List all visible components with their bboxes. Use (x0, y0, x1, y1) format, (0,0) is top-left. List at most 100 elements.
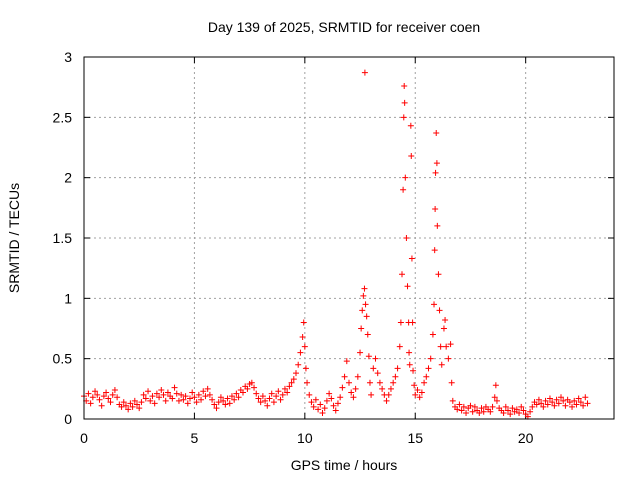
data-point (350, 394, 357, 401)
x-tick-label: 15 (407, 430, 423, 446)
data-point (406, 361, 413, 368)
data-point (300, 319, 307, 326)
data-point (432, 206, 439, 213)
data-point (489, 403, 496, 410)
data-point (385, 391, 392, 398)
data-point (412, 391, 419, 398)
data-point (275, 388, 282, 395)
data-point (409, 319, 416, 326)
data-point (551, 402, 558, 409)
data-point (400, 186, 407, 193)
data-point (445, 355, 452, 362)
data-point (339, 384, 346, 391)
data-point (209, 396, 216, 403)
data-point (248, 379, 255, 386)
data-point (407, 122, 414, 129)
data-point (458, 407, 465, 414)
data-point (158, 387, 165, 394)
x-tick-label: 10 (297, 430, 313, 446)
data-point (118, 403, 125, 410)
data-point (187, 395, 193, 402)
data-point (122, 402, 129, 409)
data-point (193, 399, 200, 406)
data-point (394, 365, 401, 372)
chart-title: Day 139 of 2025, SRMTID for receiver coe… (208, 19, 480, 35)
data-point (562, 402, 569, 409)
data-point (231, 396, 238, 403)
data-point (406, 349, 413, 356)
data-point (582, 394, 589, 401)
data-point (255, 395, 262, 402)
data-point (390, 379, 397, 386)
data-point (379, 385, 386, 392)
data-point (418, 389, 425, 396)
data-point (467, 402, 474, 409)
data-point (449, 397, 456, 404)
data-point (164, 389, 171, 396)
data-point (326, 390, 333, 397)
data-point (533, 401, 540, 408)
data-point (293, 370, 299, 377)
data-point (584, 400, 591, 407)
data-point (359, 307, 366, 314)
data-point (215, 399, 222, 406)
data-point (357, 349, 364, 356)
data-point (127, 400, 134, 407)
data-point (302, 365, 309, 372)
data-point (363, 313, 370, 320)
data-point (140, 391, 147, 398)
data-point (299, 333, 306, 340)
data-point (191, 394, 198, 401)
data-point (505, 407, 511, 414)
series-srmtid (81, 69, 591, 420)
data-point (354, 373, 361, 380)
data-point (109, 391, 116, 398)
data-point (297, 349, 304, 356)
data-point (476, 409, 483, 416)
data-point (129, 403, 136, 410)
data-point (365, 353, 372, 360)
data-point (535, 396, 542, 403)
grid-lines (84, 57, 614, 419)
data-point (284, 389, 291, 396)
data-point (226, 400, 233, 407)
data-point (401, 82, 408, 89)
data-point (368, 391, 375, 398)
data-point (134, 401, 140, 408)
data-point (544, 401, 551, 408)
data-point (435, 271, 442, 278)
data-point (401, 99, 408, 106)
data-point (361, 285, 368, 292)
data-point (279, 391, 286, 398)
data-point (288, 379, 295, 386)
data-point (416, 394, 423, 401)
data-point (147, 397, 154, 404)
data-point (295, 361, 302, 368)
x-tick-label: 5 (191, 430, 199, 446)
data-point (253, 390, 260, 397)
y-tick-label: 2 (64, 170, 72, 186)
data-point (330, 402, 337, 409)
data-point (447, 341, 454, 348)
data-point (370, 365, 377, 372)
data-point (270, 399, 277, 406)
data-point (553, 396, 560, 403)
data-point (400, 114, 407, 121)
y-tick-label: 3 (64, 49, 72, 65)
data-point (463, 409, 470, 416)
data-point (471, 403, 478, 410)
data-point (217, 394, 224, 401)
x-tick-label: 20 (518, 430, 534, 446)
x-axis-label: GPS time / hours (291, 457, 398, 473)
data-point (89, 394, 96, 401)
data-point (100, 393, 107, 400)
data-point (358, 325, 365, 332)
data-point (268, 390, 275, 397)
data-point (527, 408, 534, 415)
y-axis-label: SRMTID / TECUs (6, 183, 22, 293)
data-point (244, 385, 251, 392)
data-point (429, 331, 436, 338)
data-point (364, 331, 371, 338)
y-tick-label: 0 (64, 411, 72, 427)
data-point (277, 396, 284, 403)
